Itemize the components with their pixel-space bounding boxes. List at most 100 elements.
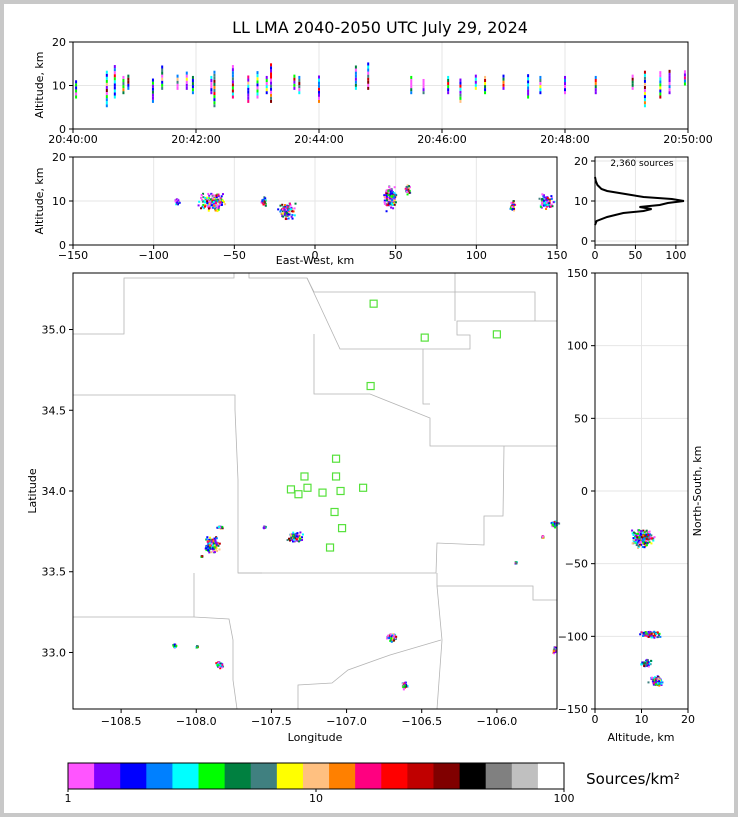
source-pixel <box>211 544 214 547</box>
source-stroke <box>683 82 686 86</box>
altitude-eastwest-xtick-label: 100 <box>466 249 487 262</box>
source-pixel <box>651 636 654 639</box>
source-pixel <box>299 537 302 540</box>
source-stroke <box>210 85 213 89</box>
source-stroke <box>213 85 216 89</box>
source-stroke <box>256 74 259 78</box>
source-pixel <box>652 634 655 637</box>
source-pixel <box>288 213 291 216</box>
source-pixel <box>285 208 288 211</box>
altitude-northsouth-ytick-label: 50 <box>574 412 588 425</box>
source-stroke <box>484 78 487 83</box>
source-pixel <box>174 200 177 203</box>
source-pixel <box>202 207 205 210</box>
source-pixel <box>212 540 215 543</box>
source-pixel <box>632 534 635 537</box>
source-pixel <box>264 202 267 205</box>
source-pixel <box>289 208 292 211</box>
altitude-eastwest-xtick-label: 150 <box>547 249 568 262</box>
source-stroke <box>298 88 301 92</box>
source-stroke <box>161 86 164 90</box>
source-pixel <box>204 201 207 204</box>
source-stroke <box>113 86 116 90</box>
source-pixel <box>207 207 210 210</box>
source-stroke <box>659 71 662 75</box>
source-pixel <box>393 194 396 197</box>
source-pixel <box>390 192 393 195</box>
source-pixel <box>638 529 641 532</box>
source-pixel <box>201 555 204 558</box>
source-stroke <box>270 90 273 94</box>
source-pixel <box>406 193 409 196</box>
source-pixel <box>201 205 204 208</box>
source-pixel <box>643 634 646 637</box>
source-stroke <box>151 78 154 82</box>
source-pixel <box>406 185 409 188</box>
source-pixel <box>390 189 393 192</box>
source-pixel <box>290 536 293 539</box>
source-pixel <box>638 531 641 534</box>
source-stroke <box>459 87 462 91</box>
source-stroke <box>659 77 662 81</box>
source-pixel <box>215 536 218 539</box>
source-pixel <box>395 635 398 638</box>
source-pixel <box>207 198 210 201</box>
source-pixel <box>392 207 395 210</box>
source-pixel <box>652 539 655 542</box>
source-pixel <box>651 676 654 679</box>
source-pixel <box>644 631 647 634</box>
colorbar-swatch <box>68 763 95 789</box>
source-pixel <box>512 206 515 209</box>
source-pixel <box>216 550 219 553</box>
source-pixel <box>642 534 645 537</box>
source-stroke <box>185 71 188 75</box>
source-stroke <box>683 79 686 83</box>
source-pixel <box>661 681 664 684</box>
source-pixel <box>635 544 638 547</box>
source-pixel <box>388 202 391 205</box>
source-pixel <box>292 534 295 537</box>
source-stroke <box>643 85 646 89</box>
source-pixel <box>642 539 645 542</box>
source-pixel <box>213 197 216 200</box>
source-pixel <box>202 196 205 199</box>
source-stroke <box>631 74 634 78</box>
source-pixel <box>544 196 547 199</box>
source-stroke <box>564 78 566 83</box>
plan-view-xtick-label: −107.0 <box>326 715 367 728</box>
source-pixel <box>205 547 208 550</box>
source-pixel <box>558 522 561 525</box>
altitude-eastwest-ytick-label: 0 <box>59 239 66 252</box>
source-pixel <box>641 545 644 548</box>
source-stroke <box>527 95 530 99</box>
source-pixel <box>283 209 286 212</box>
source-pixel <box>174 644 177 647</box>
source-stroke <box>683 76 686 80</box>
source-pixel <box>387 202 390 205</box>
source-stroke <box>422 91 425 95</box>
source-stroke <box>113 71 116 75</box>
source-pixel <box>287 217 290 220</box>
source-stroke <box>367 77 370 81</box>
altitude-time-ytick-label: 0 <box>59 123 66 136</box>
source-stroke <box>247 78 250 82</box>
colorbar-swatch <box>224 763 252 789</box>
source-pixel <box>402 688 405 691</box>
source-pixel <box>216 541 219 544</box>
source-pixel <box>214 538 217 541</box>
source-pixel <box>642 540 645 543</box>
source-stroke <box>270 99 273 103</box>
lma-station-marker <box>331 454 341 463</box>
source-pixel <box>390 638 393 641</box>
source-pixel <box>551 523 554 526</box>
source-pixel <box>641 661 644 664</box>
source-pixel <box>281 215 284 218</box>
source-stroke <box>367 71 370 75</box>
source-pixel <box>205 549 208 552</box>
plan-view-ylabel: Latitude <box>26 468 39 514</box>
source-pixel <box>211 194 214 197</box>
source-pixel <box>215 194 218 197</box>
source-stroke <box>213 92 216 96</box>
source-pixel <box>282 212 285 215</box>
source-stroke <box>643 88 646 93</box>
